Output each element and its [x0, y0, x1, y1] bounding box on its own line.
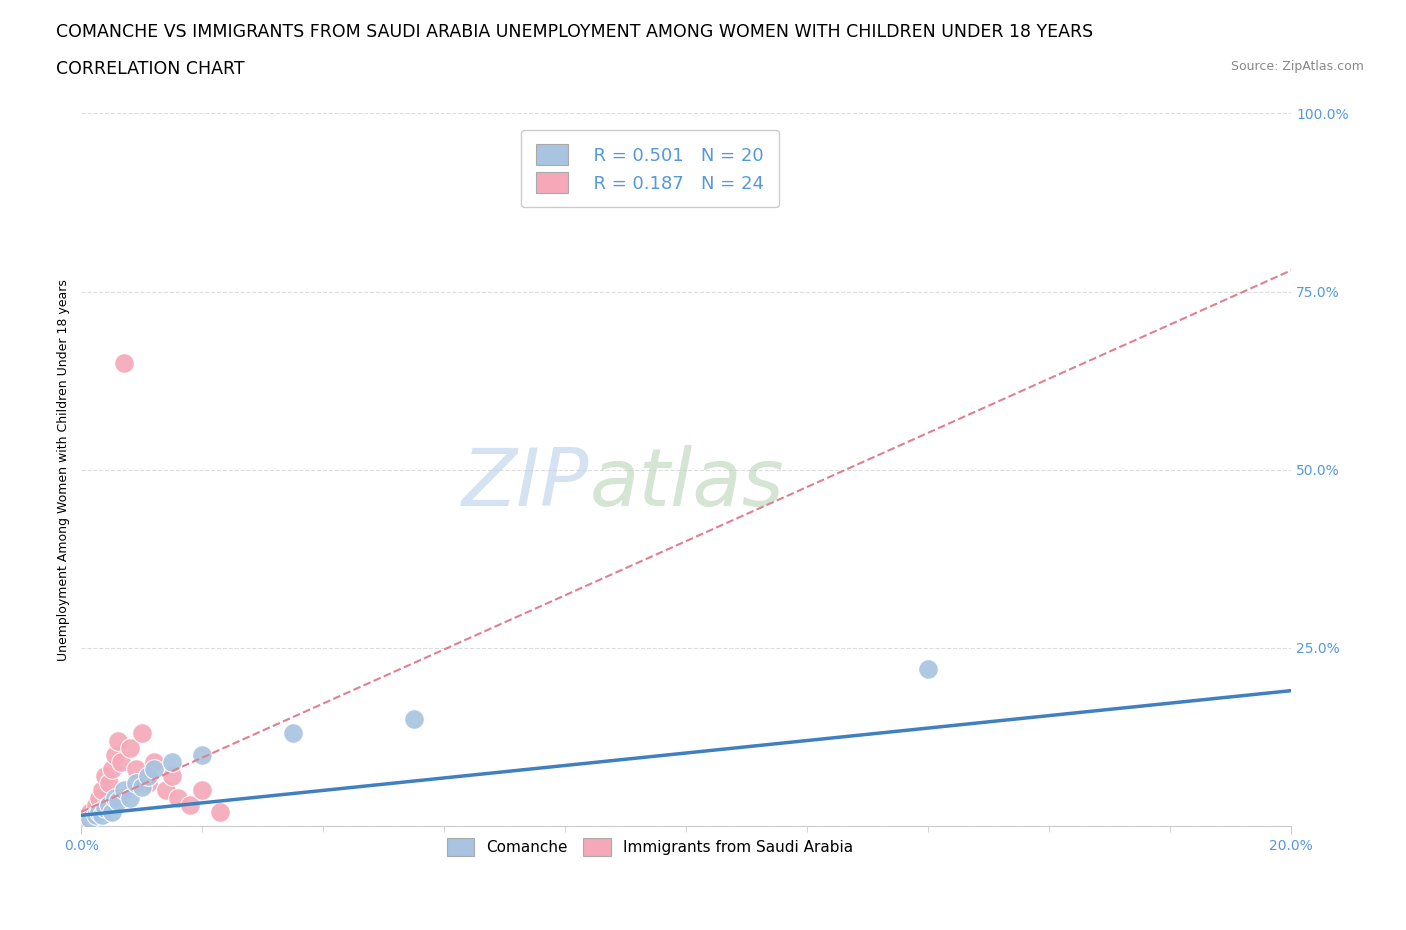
- Point: [402, 711, 425, 726]
- Point: [281, 726, 304, 741]
- Point: [103, 790, 125, 805]
- Point: [136, 769, 159, 784]
- Point: [209, 804, 232, 819]
- Point: [131, 726, 153, 741]
- Point: [91, 783, 114, 798]
- Point: [131, 779, 153, 794]
- Point: [107, 733, 129, 748]
- Point: [191, 783, 214, 798]
- Point: [160, 769, 183, 784]
- Point: [191, 748, 214, 763]
- Point: [94, 801, 117, 816]
- Point: [107, 793, 129, 808]
- Y-axis label: Unemployment Among Women with Children Under 18 years: Unemployment Among Women with Children U…: [58, 279, 70, 660]
- Point: [103, 748, 125, 763]
- Point: [82, 808, 104, 823]
- Point: [86, 797, 108, 812]
- Point: [86, 808, 108, 823]
- Text: ZIP: ZIP: [463, 445, 589, 523]
- Point: [125, 776, 148, 790]
- Point: [142, 762, 165, 777]
- Point: [100, 762, 122, 777]
- Point: [118, 740, 141, 755]
- Legend: Comanche, Immigrants from Saudi Arabia: Comanche, Immigrants from Saudi Arabia: [434, 826, 866, 869]
- Point: [125, 762, 148, 777]
- Point: [110, 754, 132, 769]
- Text: atlas: atlas: [589, 445, 785, 523]
- Point: [89, 804, 111, 819]
- Point: [167, 790, 190, 805]
- Point: [100, 804, 122, 819]
- Point: [118, 790, 141, 805]
- Point: [89, 790, 111, 805]
- Point: [142, 754, 165, 769]
- Point: [179, 797, 201, 812]
- Point: [94, 769, 117, 784]
- Text: Source: ZipAtlas.com: Source: ZipAtlas.com: [1230, 60, 1364, 73]
- Point: [97, 797, 120, 812]
- Text: CORRELATION CHART: CORRELATION CHART: [56, 60, 245, 78]
- Point: [91, 808, 114, 823]
- Point: [136, 776, 159, 790]
- Point: [97, 776, 120, 790]
- Point: [160, 754, 183, 769]
- Point: [112, 783, 135, 798]
- Point: [76, 812, 98, 827]
- Point: [917, 662, 939, 677]
- Point: [112, 355, 135, 370]
- Point: [155, 783, 177, 798]
- Text: COMANCHE VS IMMIGRANTS FROM SAUDI ARABIA UNEMPLOYMENT AMONG WOMEN WITH CHILDREN : COMANCHE VS IMMIGRANTS FROM SAUDI ARABIA…: [56, 23, 1094, 41]
- Point: [79, 804, 101, 819]
- Point: [79, 812, 101, 827]
